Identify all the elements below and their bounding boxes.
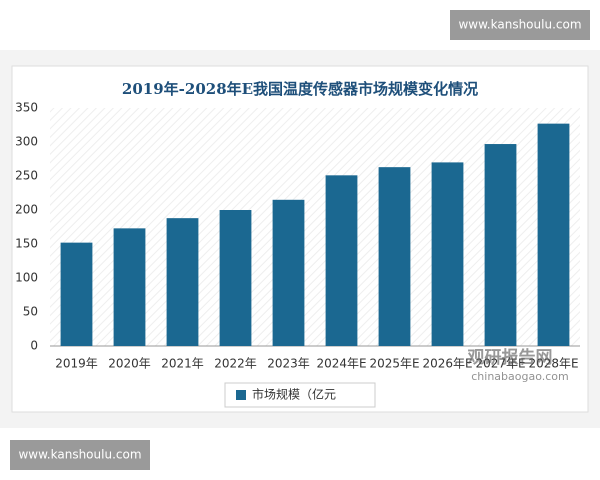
- watermark-box: [10, 440, 150, 470]
- bar: [325, 175, 358, 346]
- bar: [431, 162, 464, 346]
- bar: [166, 218, 199, 346]
- y-tick-label: 0: [30, 339, 38, 353]
- y-tick-label: 350: [15, 101, 38, 115]
- x-tick-label: 2028年E: [528, 357, 578, 371]
- y-tick-label: 150: [15, 237, 38, 251]
- legend-label: 市场规模（亿元: [252, 387, 336, 402]
- y-tick-label: 300: [15, 135, 38, 149]
- watermark: www.kanshoulu.com: [458, 18, 581, 32]
- bar: [219, 210, 252, 346]
- chart-title: 2019年-2028年E我国温度传感器市场规模变化情况: [122, 80, 478, 98]
- bar: [60, 242, 93, 346]
- legend-swatch: [236, 390, 246, 400]
- watermark: 观研报告网: [467, 347, 553, 368]
- x-tick-label: 2021年: [161, 357, 204, 371]
- legend: [224, 382, 376, 408]
- x-tick-label: 2027年E: [475, 357, 525, 371]
- bar: [537, 123, 570, 346]
- bar: [113, 228, 146, 346]
- watermark: chinabaogao.com: [471, 370, 569, 383]
- x-tick-label: 2026年E: [422, 357, 472, 371]
- watermark-box: [450, 10, 590, 40]
- x-tick-label: 2020年: [108, 357, 151, 371]
- watermark: www.kanshoulu.com: [18, 448, 141, 462]
- x-tick-label: 2022年: [214, 357, 257, 371]
- x-tick-label: 2025年E: [369, 357, 419, 371]
- y-tick-label: 50: [23, 305, 38, 319]
- x-tick-label: 2024年E: [316, 357, 366, 371]
- bar: [484, 144, 517, 346]
- x-tick-label: 2019年: [55, 357, 98, 371]
- bar: [272, 199, 305, 346]
- y-tick-label: 100: [15, 271, 38, 285]
- y-tick-label: 250: [15, 169, 38, 183]
- x-tick-label: 2023年: [267, 357, 310, 371]
- bar: [378, 167, 411, 346]
- y-tick-label: 200: [15, 203, 38, 217]
